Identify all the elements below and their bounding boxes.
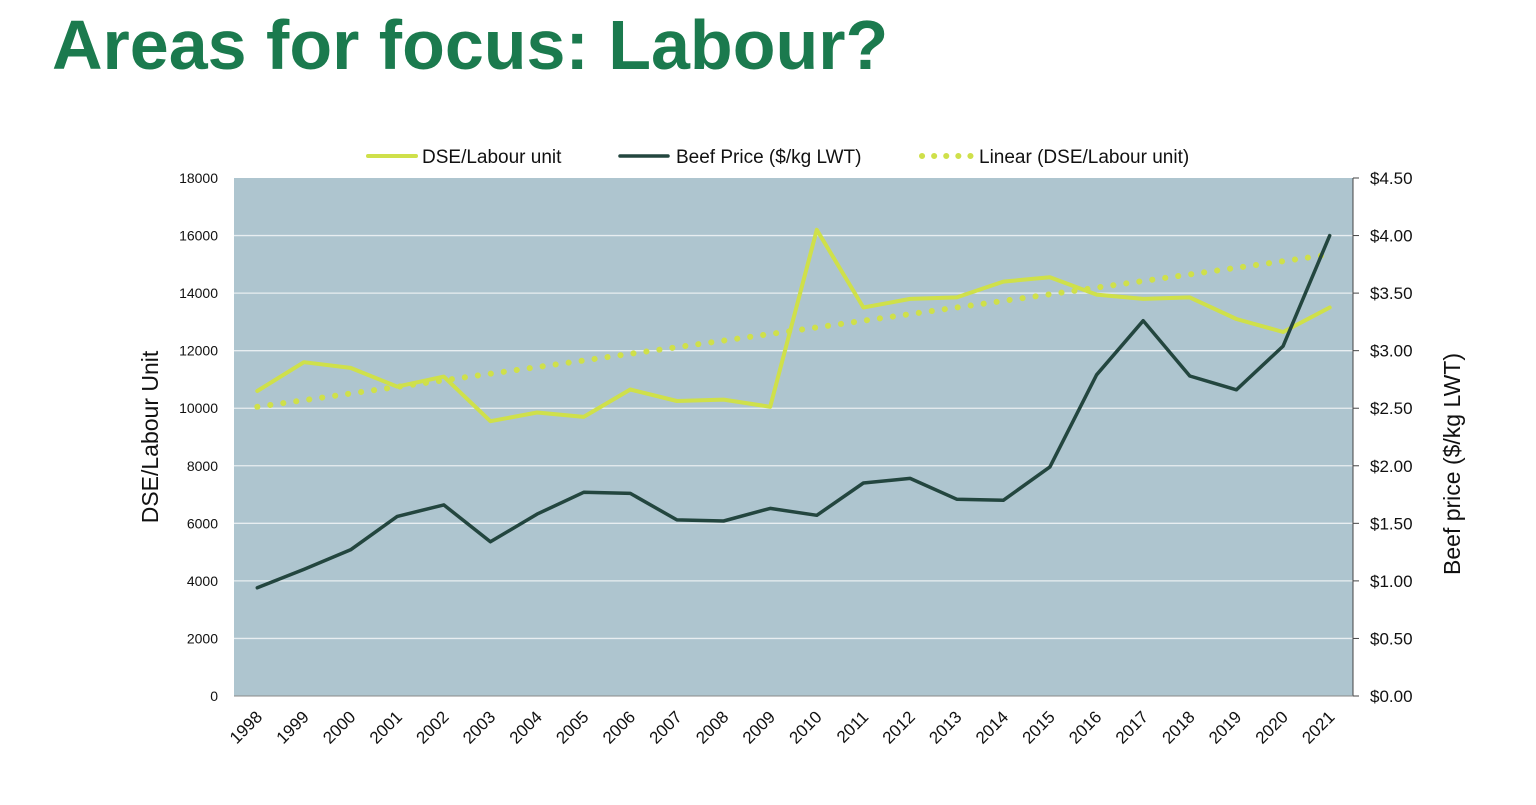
y-tick-label: 10000 <box>179 400 218 416</box>
x-tick-label: 2019 <box>1205 707 1245 747</box>
y-tick-label: 2000 <box>187 630 218 646</box>
y-right-tick-label: $0.00 <box>1370 687 1413 706</box>
legend-label: Beef Price ($/kg LWT) <box>676 147 861 168</box>
y-tick-label: 4000 <box>187 573 218 589</box>
x-tick-label: 2002 <box>412 707 452 747</box>
x-tick-label: 2021 <box>1298 707 1338 747</box>
y-right-tick-label: $2.00 <box>1370 457 1413 476</box>
y-tick-label: 18000 <box>179 170 218 186</box>
legend-label: Linear (DSE/Labour unit) <box>979 147 1189 168</box>
x-tick-label: 2015 <box>1019 707 1059 747</box>
series-line <box>255 233 1332 590</box>
x-tick-label: 2005 <box>552 707 592 747</box>
y-right-tick-label: $4.50 <box>1370 169 1413 188</box>
x-tick-label: 2008 <box>692 707 732 747</box>
y-tick-label: 14000 <box>179 285 218 301</box>
x-tick-label: 2004 <box>506 707 546 747</box>
y-right-tick-label: $4.00 <box>1370 227 1413 246</box>
x-tick-label: 2012 <box>879 707 919 747</box>
y-right-tick-label: $1.00 <box>1370 572 1413 591</box>
y-tick-label: 6000 <box>187 515 218 531</box>
plot-area <box>234 178 1353 696</box>
x-tick-label: 1998 <box>226 707 266 747</box>
y-axis-title: DSE/Labour Unit <box>137 350 163 523</box>
x-tick-label: 2003 <box>459 707 499 747</box>
series-line <box>254 251 1333 410</box>
y-tick-label: 12000 <box>179 343 218 359</box>
x-tick-label: 2007 <box>646 707 686 747</box>
x-tick-label: 2000 <box>319 707 359 747</box>
y-right-tick-label: $1.50 <box>1370 514 1413 533</box>
y-right-tick-label: $0.50 <box>1370 629 1413 648</box>
x-tick-label: 2011 <box>833 707 872 746</box>
x-tick-label: 2020 <box>1252 707 1292 747</box>
x-tick-label: 2006 <box>599 707 639 747</box>
y-tick-label: 8000 <box>187 458 218 474</box>
x-tick-label: 2001 <box>366 707 406 747</box>
x-tick-label: 2017 <box>1112 707 1152 747</box>
slide-title: Areas for focus: Labour? <box>52 6 889 84</box>
x-tick-label: 2016 <box>1065 707 1105 747</box>
x-tick-label: 2010 <box>785 707 825 747</box>
y-tick-label: 16000 <box>179 228 218 244</box>
x-tick-label: 2014 <box>972 707 1012 747</box>
legend-label: DSE/Labour unit <box>422 147 562 168</box>
y-right-tick-label: $2.50 <box>1370 399 1413 418</box>
y-tick-label: 0 <box>210 688 218 704</box>
x-tick-label: 2018 <box>1158 707 1198 747</box>
y-right-axis-title: Beef price ($/kg LWT) <box>1439 353 1465 575</box>
series-line <box>255 227 1332 424</box>
y-right-tick-label: $3.50 <box>1370 284 1413 303</box>
y-right-tick-label: $3.00 <box>1370 342 1413 361</box>
x-tick-label: 1999 <box>273 707 313 747</box>
x-tick-label: 2009 <box>739 707 779 747</box>
x-tick-label: 2013 <box>925 707 965 747</box>
